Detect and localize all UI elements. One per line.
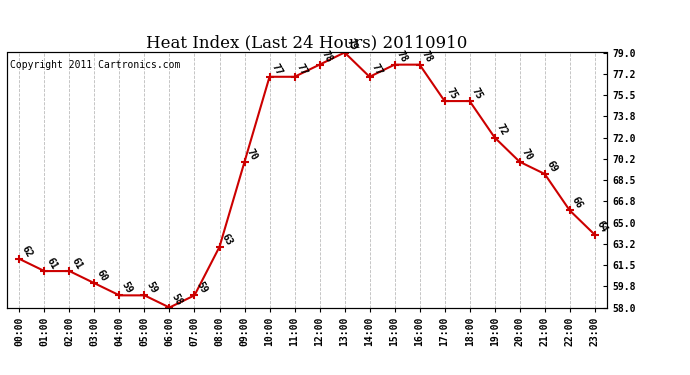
Text: 78: 78 bbox=[395, 50, 409, 64]
Text: 78: 78 bbox=[319, 50, 334, 64]
Text: Copyright 2011 Cartronics.com: Copyright 2011 Cartronics.com bbox=[10, 60, 180, 70]
Text: 77: 77 bbox=[370, 62, 384, 77]
Text: 63: 63 bbox=[219, 232, 234, 247]
Text: 70: 70 bbox=[520, 147, 534, 162]
Text: 69: 69 bbox=[544, 159, 559, 174]
Text: 77: 77 bbox=[295, 62, 309, 77]
Text: 61: 61 bbox=[44, 256, 59, 271]
Text: 75: 75 bbox=[470, 86, 484, 101]
Text: 61: 61 bbox=[70, 256, 84, 271]
Text: 60: 60 bbox=[95, 268, 109, 283]
Text: 59: 59 bbox=[144, 280, 159, 296]
Text: 78: 78 bbox=[420, 50, 434, 64]
Text: 72: 72 bbox=[495, 122, 509, 138]
Title: Heat Index (Last 24 Hours) 20110910: Heat Index (Last 24 Hours) 20110910 bbox=[146, 34, 468, 51]
Text: 70: 70 bbox=[244, 147, 259, 162]
Text: 64: 64 bbox=[595, 219, 609, 235]
Text: 59: 59 bbox=[195, 280, 209, 296]
Text: 77: 77 bbox=[270, 62, 284, 77]
Text: 75: 75 bbox=[444, 86, 459, 101]
Text: 66: 66 bbox=[570, 195, 584, 210]
Text: 59: 59 bbox=[119, 280, 134, 296]
Text: 79: 79 bbox=[344, 38, 359, 52]
Text: 58: 58 bbox=[170, 292, 184, 308]
Text: 62: 62 bbox=[19, 244, 34, 259]
